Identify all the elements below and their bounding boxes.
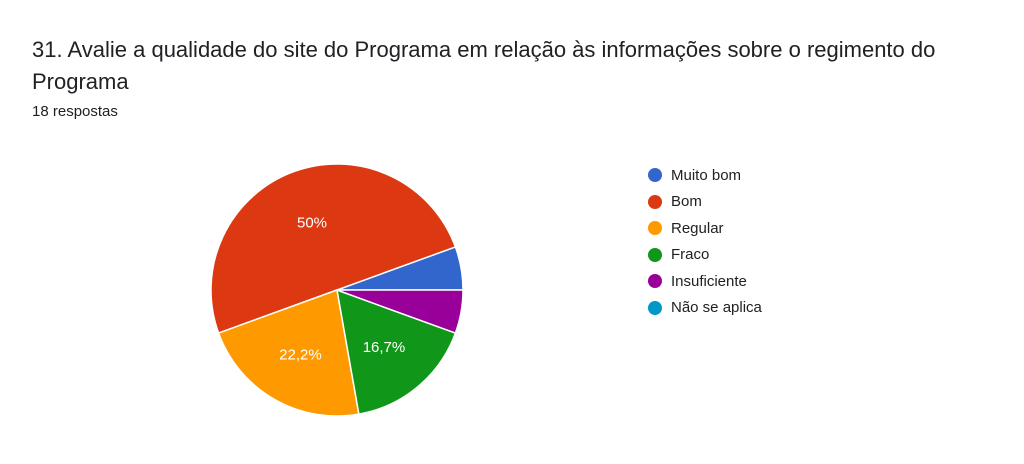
legend-swatch bbox=[648, 221, 662, 236]
response-count: 18 respostas bbox=[32, 103, 118, 120]
legend-swatch bbox=[648, 194, 662, 209]
pie-slice-regular[interactable] bbox=[217, 288, 360, 417]
pie-slice-insuficiente[interactable] bbox=[336, 289, 464, 335]
legend-label: Insuficiente bbox=[671, 272, 747, 290]
legend-label: Bom bbox=[671, 193, 702, 211]
legend-swatch bbox=[648, 274, 662, 289]
legend-label: Fraco bbox=[671, 246, 710, 264]
pie-slice-label: 50% bbox=[297, 214, 327, 231]
legend-item[interactable]: Regular bbox=[648, 215, 762, 242]
legend-swatch bbox=[648, 300, 662, 315]
question-title: 31. Avalie a qualidade do site do Progra… bbox=[32, 37, 936, 94]
chart-legend: Muito bom Bom Regular Fraco Insuficiente Não … bbox=[648, 162, 762, 321]
pie-slice-label: 16,7% bbox=[363, 339, 406, 356]
legend-label: Não se aplica bbox=[671, 299, 762, 317]
pie-slice-bom[interactable] bbox=[210, 163, 457, 335]
legend-label: Muito bom bbox=[671, 166, 742, 184]
pie-slice-fraco[interactable] bbox=[336, 288, 457, 415]
legend-item[interactable]: Bom bbox=[648, 189, 762, 216]
legend-swatch bbox=[648, 247, 662, 262]
legend-item[interactable]: Fraco bbox=[648, 242, 762, 269]
legend-label: Regular bbox=[671, 219, 724, 237]
legend-item[interactable]: Insuficiente bbox=[648, 268, 762, 295]
pie-slice-label: 22,2% bbox=[279, 346, 322, 363]
legend-item[interactable]: Muito bom bbox=[648, 162, 762, 189]
legend-swatch bbox=[648, 168, 662, 183]
legend-item[interactable]: Não se aplica bbox=[648, 295, 762, 322]
